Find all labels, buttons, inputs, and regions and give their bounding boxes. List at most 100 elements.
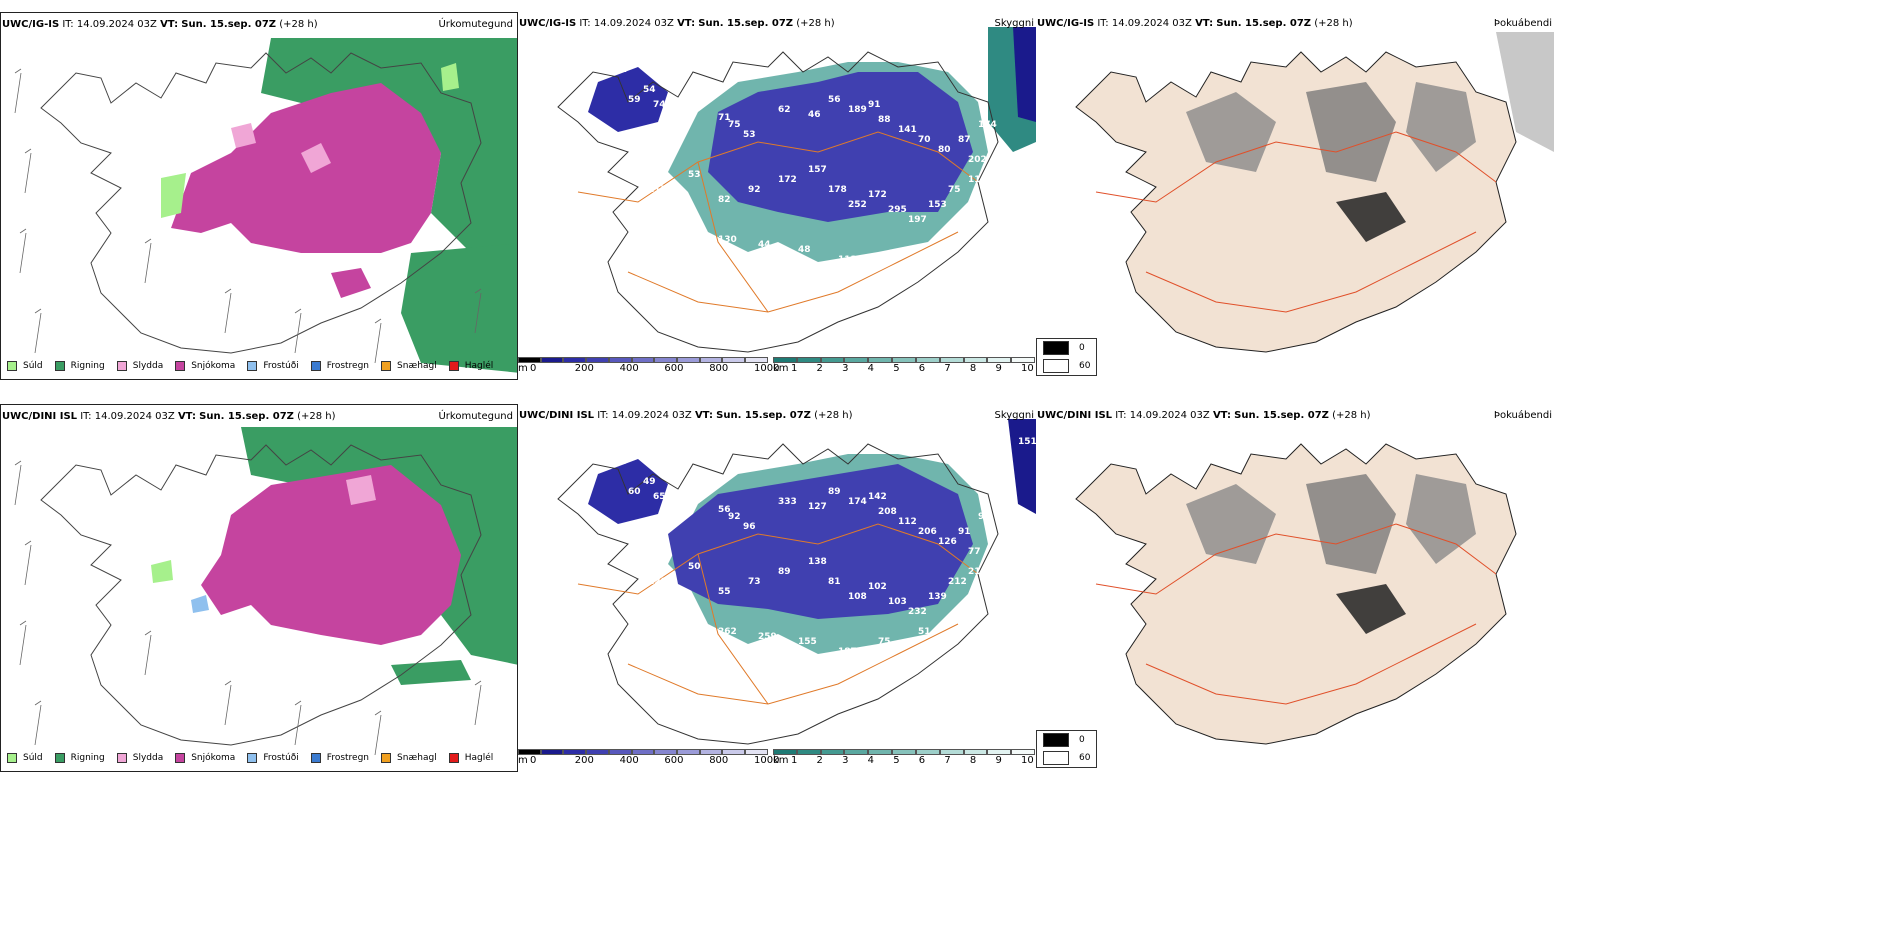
colorbar-tick-label: 800	[709, 363, 729, 374]
cloud-base-label: 87	[958, 135, 971, 145]
cloud-base-label: 51	[918, 627, 931, 637]
colorbar-tick-label: 600	[664, 363, 684, 374]
colorbar-swatch	[654, 357, 678, 363]
cloud-base-label: 212	[948, 577, 967, 587]
cloud-base-label: 81	[828, 577, 841, 587]
legend-item: Rigning	[54, 753, 105, 763]
cloud-panel-row1: 111 74 65 59 54 71 75 53 62 46 56 189 91 88 141 70 80 87 1…	[518, 12, 1036, 380]
cloud-base-label: 91	[958, 527, 971, 537]
model-name: UWC/IG-IS	[2, 19, 60, 30]
colorbar-swatch	[915, 749, 940, 755]
ceiling-ticks: m 0 200 400 600 800 1000	[518, 755, 779, 767]
colorbar-swatch	[563, 749, 587, 755]
vt-label: VT:	[160, 19, 179, 30]
it-value: 14.09.2024 03Z	[94, 411, 175, 422]
colorbar-unit: km	[773, 363, 789, 374]
legend-item: Frostregn	[310, 753, 369, 763]
cloud-base-label: 174	[848, 497, 867, 507]
cloud-base-label: 208	[878, 507, 897, 517]
cloud-base-label: 113	[838, 255, 857, 265]
colorbar-swatch	[699, 749, 723, 755]
colorbar-swatch	[820, 749, 845, 755]
colorbar-unit: m	[518, 755, 528, 766]
cloud-base-label: 130	[718, 235, 737, 245]
cloud-base-label: 262	[718, 627, 737, 637]
product-title: Skyggni	[994, 410, 1034, 421]
cloud-base-label: 139	[928, 592, 947, 602]
cloud-base-label: 71	[718, 113, 731, 123]
model-name: UWC/DINI ISL	[1037, 410, 1113, 421]
colorbar-swatch	[892, 749, 916, 755]
colorbar-tick-label: 7	[944, 755, 951, 766]
colorbar-swatch	[939, 749, 964, 755]
colorbar-swatch	[796, 749, 821, 755]
cloud-base-label: 112	[898, 517, 917, 527]
lead-time: (+28 h)	[1314, 18, 1353, 29]
it-value: 14.09.2024 03Z	[1129, 410, 1210, 421]
ceiling-ticks: m 0 200 400 600 800 1000	[518, 363, 779, 375]
colorbar-swatch	[540, 749, 564, 755]
lead-time: (+28 h)	[814, 410, 853, 421]
colorbar-tick-label: 200	[574, 755, 594, 766]
panel-header: UWC/IG-IS IT: 14.09.2024 03Z VT: Sun. 15…	[2, 19, 318, 30]
it-value: 14.09.2024 03Z	[593, 18, 674, 29]
cloud-base-label: 80	[938, 145, 951, 155]
fog-legend-item: 60	[1037, 749, 1096, 767]
colorbar-swatch	[586, 357, 609, 363]
cloud-base-label: 75	[948, 185, 961, 195]
visibility-ticks: km 1 2 3 4 5 6 7 8 9 10	[773, 363, 1035, 375]
colorbar-tick-label: 7	[944, 363, 951, 374]
visibility-ticks: km 1 2 3 4 5 6 7 8 9 10	[773, 755, 1035, 767]
cloud-base-label: 75	[878, 637, 891, 647]
fog-panel-row1: UWC/IG-IS IT: 14.09.2024 03Z VT: Sun. 15…	[1036, 12, 1554, 380]
panel-header: UWC/DINI ISL IT: 14.09.2024 03Z VT: Sun.…	[1037, 410, 1371, 421]
cloud-base-label: 65	[668, 105, 681, 115]
model-name: UWC/DINI ISL	[519, 410, 595, 421]
cloud-base-label: 126	[938, 537, 957, 547]
cloud-base-label: 155	[798, 637, 817, 647]
ceiling-swatches	[518, 357, 768, 363]
model-name: UWC/DINI ISL	[2, 411, 78, 422]
legend-item: Frostúði	[247, 361, 299, 371]
it-label: IT:	[80, 411, 92, 422]
colorbar-tick-label: 0	[530, 363, 537, 374]
colorbar-tick-label: 1	[791, 363, 798, 374]
cloud-base-label: 48	[798, 245, 811, 255]
colorbar-swatch	[586, 749, 609, 755]
it-value: 14.09.2024 03Z	[1111, 18, 1192, 29]
colorbar-swatch	[677, 749, 700, 755]
colorbar-tick-label: 9	[995, 755, 1002, 766]
colorbar-swatch	[1011, 749, 1035, 755]
fog-legend-item: 0	[1037, 339, 1096, 357]
cloud-base-label: 70	[918, 135, 931, 145]
colorbar-tick-label: 800	[709, 755, 729, 766]
legend-item: Haglél	[448, 753, 493, 763]
it-label: IT:	[62, 19, 74, 30]
vt-value: Sun. 15.sep. 07Z	[1216, 18, 1312, 29]
model-name: UWC/IG-IS	[1037, 18, 1095, 29]
cloud-base-label: 53	[688, 170, 701, 180]
cloud-base-label: 151	[1018, 437, 1036, 447]
cloud-base-label: 142	[868, 492, 887, 502]
cloud-base-label: 74	[653, 100, 666, 110]
cloud-base-label: 124	[608, 457, 627, 467]
cloud-base-label: 49	[643, 477, 656, 487]
colorbar-swatch	[963, 357, 988, 363]
legend-item: Slydda	[116, 753, 163, 763]
colorbar-swatch	[892, 357, 916, 363]
precip-legend: Súld Rigning Slydda Snjókoma Frostúði Fr…	[7, 361, 505, 371]
cloud-base-label: 178	[828, 185, 847, 195]
colorbar-tick-label: 6	[918, 363, 926, 374]
cloud-base-label: 77	[968, 547, 981, 557]
fog-legend-item: 60	[1037, 357, 1096, 375]
cloud-base-label: 108	[848, 592, 867, 602]
vt-value: Sun. 15.sep. 07Z	[1234, 410, 1329, 421]
colorbar-swatch	[1011, 357, 1035, 363]
legend-item: Súld	[7, 753, 43, 763]
colorbar-tick-label: 5	[893, 363, 900, 374]
cloud-base-label: 115	[648, 185, 667, 195]
colorbar-swatch	[915, 357, 940, 363]
lead-time: (+28 h)	[279, 19, 318, 30]
panel-header: UWC/DINI ISL IT: 14.09.2024 03Z VT: Sun.…	[2, 411, 336, 422]
ceiling-colorbar: m 0 200 400 600 800 1000	[518, 357, 779, 375]
